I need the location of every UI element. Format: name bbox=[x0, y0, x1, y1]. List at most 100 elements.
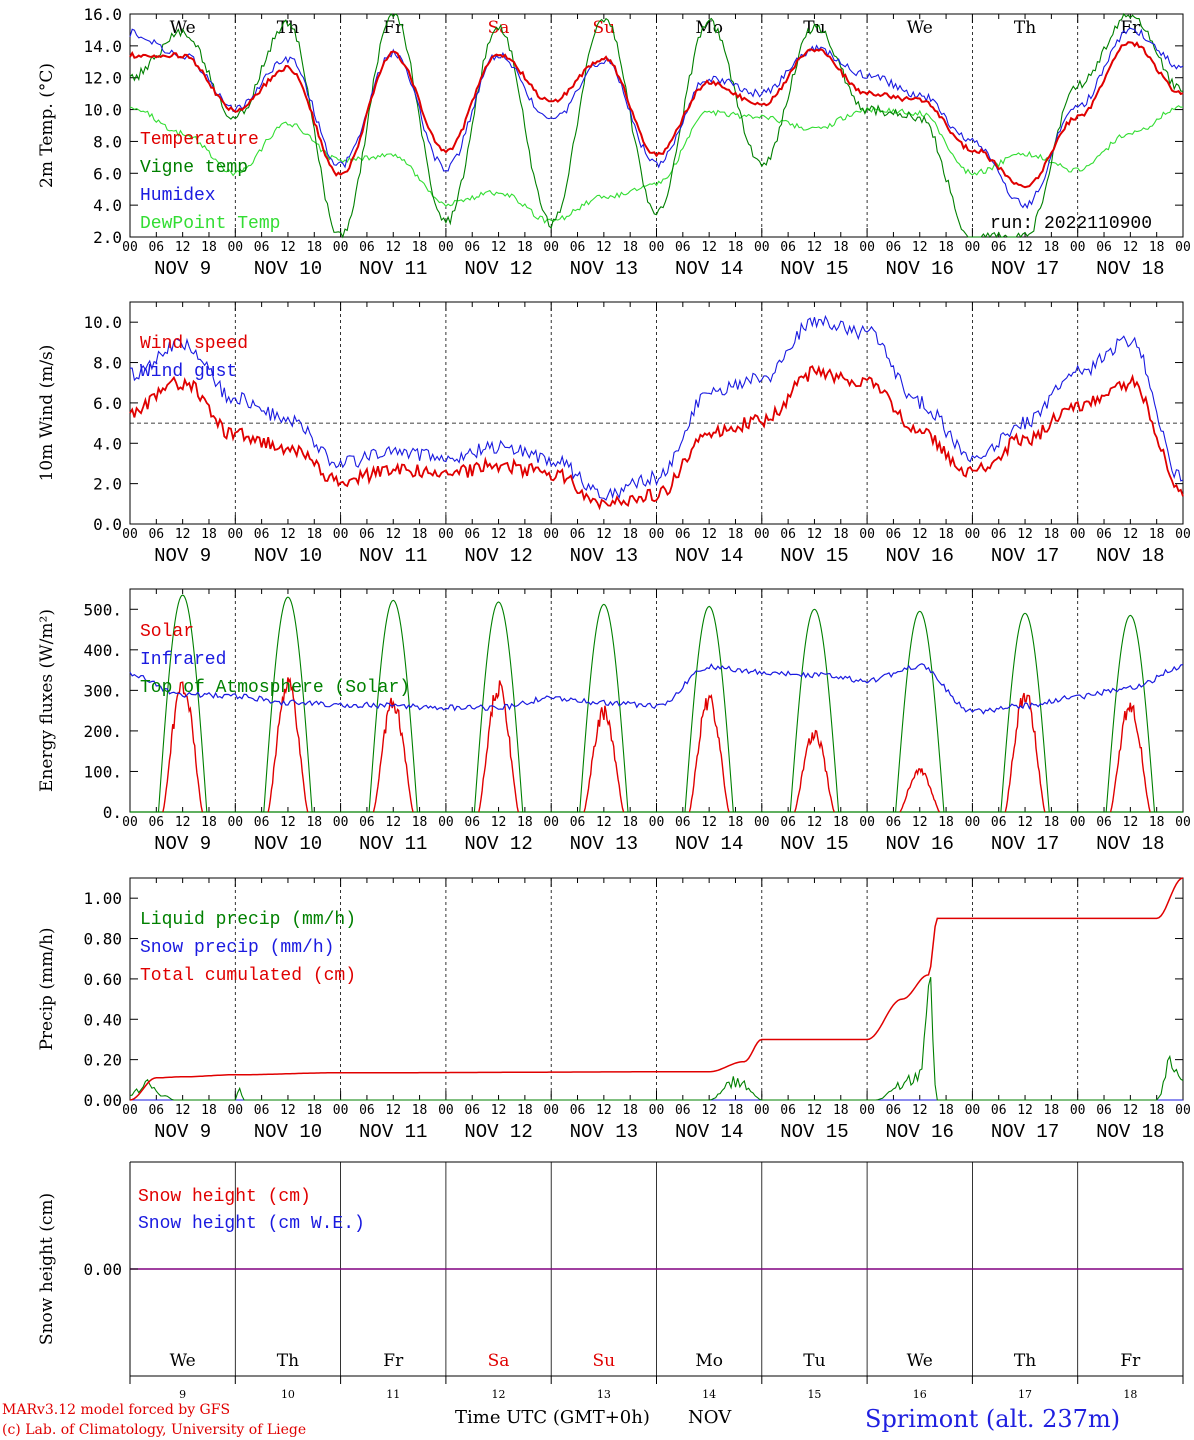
x-tick-label: 18 bbox=[728, 815, 744, 830]
x-tick-label: 18 bbox=[938, 1103, 954, 1118]
x-day-label: NOV 13 bbox=[570, 1121, 638, 1143]
x-tick-label: 00 bbox=[1175, 1103, 1191, 1118]
x-tick-label: 06 bbox=[675, 815, 691, 830]
series-temperature bbox=[129, 41, 1184, 189]
x-tick-label: 18 bbox=[938, 240, 954, 255]
weekday-label: Th bbox=[1014, 18, 1036, 38]
x-tick-label: 06 bbox=[991, 527, 1007, 542]
legend-entry: Vigne temp bbox=[140, 158, 248, 178]
x-tick-label: 18 bbox=[201, 527, 217, 542]
wind-panel: 00 06 12 18 00 06 12 18 00 06 12 18 00 06 12 18 00 06 12 18… bbox=[37, 301, 1191, 567]
station-label: Sprimont (alt. 237m) bbox=[865, 1405, 1120, 1433]
x-tick-label: 12 bbox=[1017, 527, 1033, 542]
y-tick-label: 4.0 bbox=[93, 196, 122, 215]
weekday-label: Fr bbox=[383, 1351, 404, 1371]
y-tick-label: 6.0 bbox=[93, 164, 122, 183]
x-tick-label: 06 bbox=[991, 815, 1007, 830]
x-day-label: NOV 11 bbox=[359, 258, 427, 280]
legend-entry: Solar bbox=[140, 622, 194, 642]
temperature-panel: 00 06 12 18 00 06 12 18 00 06 12 18 00 06 12 18 00 06 12 18… bbox=[37, 5, 1191, 280]
x-tick-label: 06 bbox=[570, 815, 586, 830]
x-tick-label: 00 bbox=[227, 815, 243, 830]
x-tick-label: 18 bbox=[306, 1103, 322, 1118]
x-tick-label: 18 bbox=[622, 815, 638, 830]
meteogram-panels: 00 06 12 18 00 06 12 18 00 06 12 18 00 06 12 18 00 06 12 18… bbox=[37, 5, 1191, 1401]
x-day-label: NOV 15 bbox=[780, 545, 848, 567]
x-day-label: NOV 15 bbox=[780, 1121, 848, 1143]
x-tick-label: 06 bbox=[570, 240, 586, 255]
legend-entry: Total cumulated (cm) bbox=[140, 966, 356, 986]
x-tick-label: 12 bbox=[701, 240, 717, 255]
x-tick-label: 18 bbox=[306, 240, 322, 255]
x-axis-title: Time UTC (GMT+0h) bbox=[455, 1407, 650, 1428]
series-total-cumulated bbox=[129, 877, 1184, 1101]
weekday-label: Mo bbox=[695, 18, 723, 38]
x-tick-label: 12 bbox=[701, 527, 717, 542]
x-tick-label: 06 bbox=[780, 240, 796, 255]
x-tick-label: 06 bbox=[675, 1103, 691, 1118]
x-tick-label: 00 bbox=[227, 240, 243, 255]
x-tick-label: 12 bbox=[280, 527, 296, 542]
x-tick-label: 12 bbox=[175, 240, 191, 255]
x-tick-label: 00 bbox=[965, 240, 981, 255]
y-tick-label: 500. bbox=[83, 600, 122, 619]
x-tick-label: 06 bbox=[1096, 815, 1112, 830]
x-tick-label: 06 bbox=[359, 1103, 375, 1118]
weekday-label: We bbox=[907, 18, 933, 38]
series-dewpoint-temp bbox=[129, 105, 1184, 224]
weekday-label: We bbox=[170, 1351, 196, 1371]
x-tick-label: 06 bbox=[359, 240, 375, 255]
x-day-number: 9 bbox=[179, 1388, 186, 1401]
x-tick-label: 18 bbox=[306, 815, 322, 830]
x-day-label: NOV 10 bbox=[254, 545, 322, 567]
x-tick-label: 18 bbox=[517, 240, 533, 255]
x-tick-label: 12 bbox=[807, 527, 823, 542]
series-solar bbox=[162, 681, 204, 813]
x-tick-label: 00 bbox=[122, 240, 138, 255]
x-tick-label: 00 bbox=[122, 527, 138, 542]
x-day-label: NOV 13 bbox=[570, 258, 638, 280]
x-tick-label: 18 bbox=[833, 815, 849, 830]
x-tick-label: 00 bbox=[649, 1103, 665, 1118]
x-day-label: NOV 10 bbox=[254, 258, 322, 280]
energy-panel: 00 06 12 18 00 06 12 18 00 06 12 18 00 06 12 18 00 06 12 18… bbox=[37, 588, 1191, 855]
x-tick-label: 06 bbox=[254, 1103, 270, 1118]
x-day-label: NOV 17 bbox=[991, 258, 1059, 280]
series-wind-speed bbox=[129, 364, 1184, 511]
x-tick-label: 00 bbox=[859, 527, 875, 542]
x-tick-label: 00 bbox=[965, 815, 981, 830]
x-tick-label: 18 bbox=[1149, 527, 1165, 542]
series-top-of-atmosphere bbox=[473, 601, 524, 813]
y-tick-label: 10.0 bbox=[83, 101, 122, 120]
x-tick-label: 00 bbox=[1175, 815, 1191, 830]
x-tick-label: 06 bbox=[148, 1103, 164, 1118]
x-tick-label: 06 bbox=[254, 527, 270, 542]
x-tick-label: 12 bbox=[1123, 240, 1139, 255]
series-solar bbox=[478, 680, 519, 813]
series-wind-gust bbox=[129, 314, 1184, 501]
x-tick-label: 06 bbox=[148, 527, 164, 542]
x-tick-label: 06 bbox=[780, 815, 796, 830]
y-tick-label: 200. bbox=[83, 722, 122, 741]
series-solar bbox=[1109, 702, 1151, 813]
series-humidex bbox=[129, 27, 1184, 210]
x-tick-label: 12 bbox=[701, 1103, 717, 1118]
x-axis-month: NOV bbox=[688, 1407, 732, 1428]
weekday-label: Sa bbox=[488, 1351, 510, 1371]
y-axis-label: Energy fluxes (W/m²) bbox=[37, 609, 57, 792]
x-day-label: NOV 12 bbox=[464, 258, 532, 280]
x-tick-label: 12 bbox=[912, 527, 928, 542]
x-day-label: NOV 9 bbox=[154, 833, 211, 855]
x-tick-label: 06 bbox=[570, 527, 586, 542]
x-tick-label: 18 bbox=[412, 240, 428, 255]
series-top-of-atmosphere bbox=[895, 610, 945, 813]
x-tick-label: 12 bbox=[701, 815, 717, 830]
x-tick-label: 18 bbox=[1149, 815, 1165, 830]
x-tick-label: 06 bbox=[570, 1103, 586, 1118]
x-tick-label: 12 bbox=[491, 1103, 507, 1118]
x-tick-label: 12 bbox=[596, 1103, 612, 1118]
snow-panel: 0.00 Snow height (cm) Snow height (cm) Snow… bbox=[37, 1161, 1184, 1401]
x-tick-label: 18 bbox=[728, 240, 744, 255]
legend-entry: Snow height (cm) bbox=[138, 1187, 311, 1207]
x-day-number: 16 bbox=[913, 1388, 927, 1401]
